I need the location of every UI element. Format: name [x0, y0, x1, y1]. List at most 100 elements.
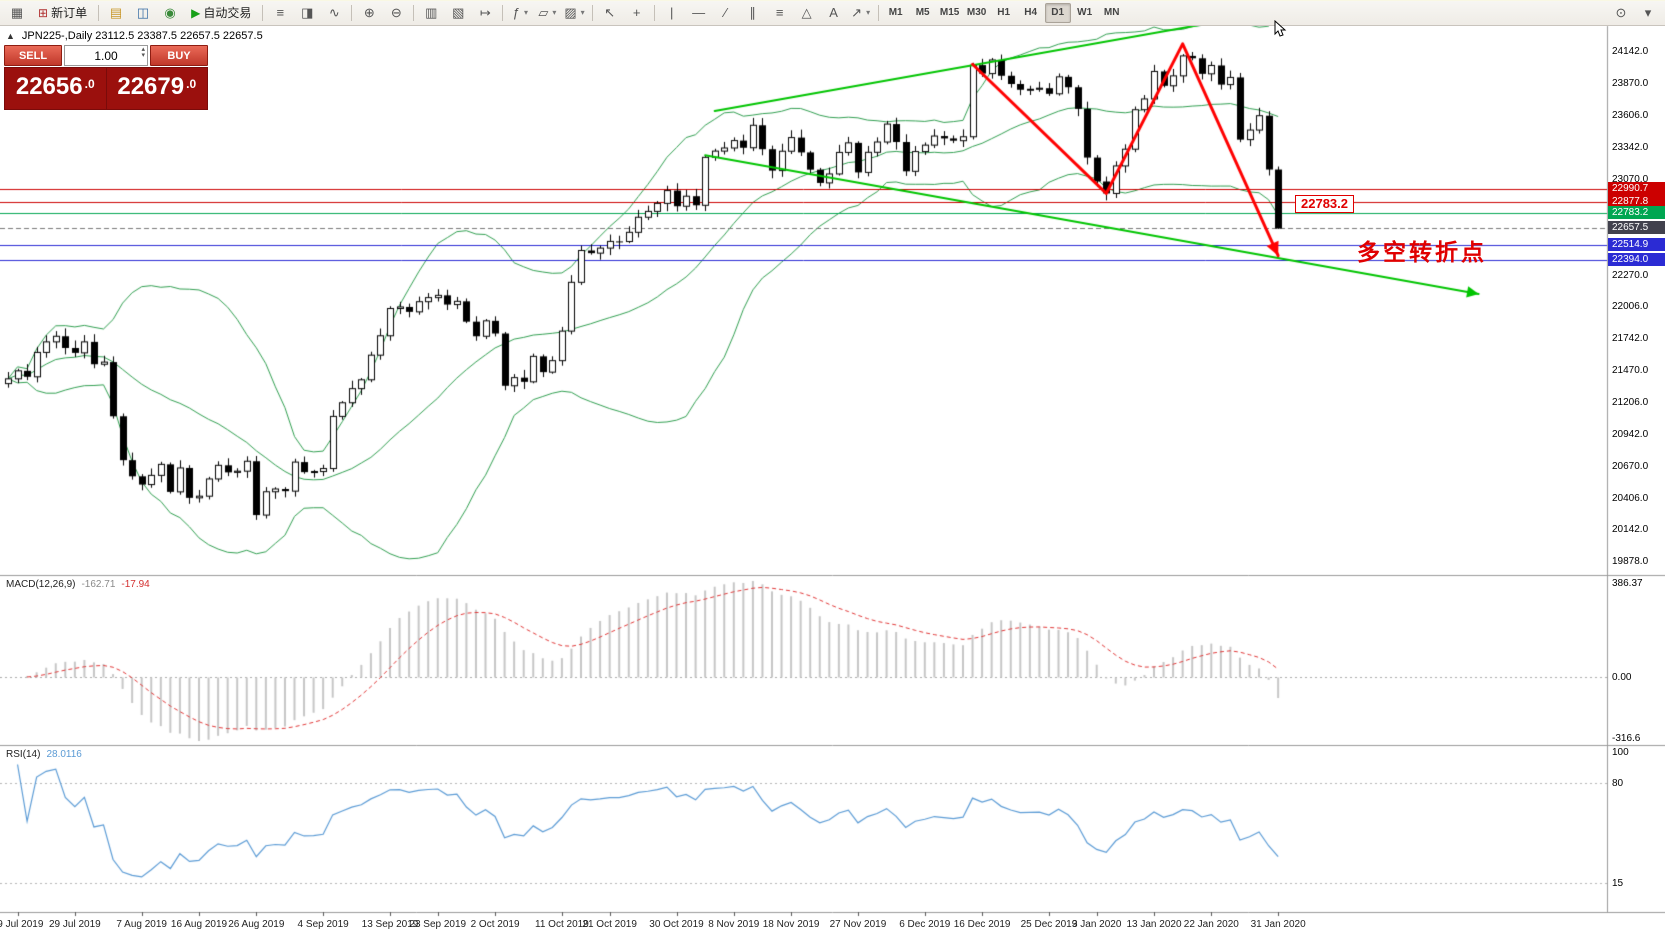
- trendline-icon: ∕: [724, 5, 727, 20]
- crosshair-icon: +: [632, 5, 641, 20]
- rsi-value: 28.0116: [46, 749, 82, 760]
- horizontal-line-icon[interactable]: —: [686, 2, 712, 24]
- price-axis-label: 20942.0: [1612, 428, 1649, 440]
- tile-windows-icon[interactable]: ▥: [418, 2, 444, 24]
- navigator-icon[interactable]: ◉: [157, 2, 183, 24]
- price-axis-label: 20142.0: [1612, 524, 1649, 536]
- rsi-axis-label: 100: [1612, 747, 1629, 758]
- dropdown-caret-icon: ▾: [866, 8, 871, 17]
- indicators-icon: ƒ: [512, 5, 520, 20]
- new-order-icon: ⊞: [38, 5, 49, 20]
- volume-field[interactable]: 1.00 ▴ ▾: [64, 45, 148, 66]
- crosshair-icon[interactable]: +: [624, 2, 650, 24]
- market-watch-icon: ▤: [109, 4, 123, 20]
- price-line-tag: 22877.8: [1608, 195, 1665, 209]
- data-window-icon[interactable]: ◫: [130, 2, 156, 24]
- date-label: 11 Oct 2019: [535, 919, 589, 930]
- new-order-button[interactable]: ⊞ 新订单: [31, 2, 94, 24]
- toolbar-separator: [877, 4, 879, 21]
- bar-chart-mode-icon[interactable]: ≡: [267, 2, 293, 24]
- price-axis-label: 21470.0: [1612, 365, 1649, 377]
- quick-search-icon[interactable]: ⊙: [1608, 2, 1634, 24]
- timeframe-button-D1[interactable]: D1: [1044, 2, 1071, 23]
- chart-window-icon[interactable]: ▦: [4, 2, 30, 24]
- toolbar-separator: [98, 4, 100, 21]
- tile-windows-icon: ▥: [425, 4, 438, 20]
- price-axis-label: 20670.0: [1612, 461, 1649, 473]
- vertical-line-icon[interactable]: |: [659, 2, 685, 24]
- text-label-icon[interactable]: A: [821, 2, 847, 24]
- one-click-panel-toggle-icon[interactable]: ▲: [6, 31, 15, 41]
- price-axis-label: 19878.0: [1612, 555, 1649, 567]
- date-label: 19 Jul 2019: [0, 919, 44, 930]
- indicators-icon[interactable]: ƒ ▾: [507, 2, 533, 24]
- timeframe-button-M15[interactable]: M15: [939, 7, 960, 18]
- chart-shift-icon[interactable]: ↦: [472, 2, 498, 24]
- arrange-windows-icon[interactable]: ▧: [445, 2, 471, 24]
- date-label: 22 Jan 2020: [1183, 919, 1239, 930]
- price-callout[interactable]: 22783.2: [1295, 195, 1354, 214]
- equidistant-channel-icon: ∥: [749, 4, 756, 20]
- toolbar-overflow-icon[interactable]: ▾: [1635, 2, 1661, 24]
- timeframe-button-H1[interactable]: H1: [997, 7, 1011, 18]
- date-label: 16 Dec 2019: [953, 919, 1011, 930]
- volume-down-icon[interactable]: ▾: [141, 52, 145, 59]
- zoom-out-icon[interactable]: ⊖: [383, 2, 409, 24]
- macd-signal-value: -17.94: [121, 579, 150, 590]
- text-label-icon: A: [829, 5, 838, 20]
- price-line-tag: 22783.2: [1608, 206, 1665, 220]
- trendline-icon[interactable]: ∕: [713, 2, 739, 24]
- timeframe-button-MN[interactable]: MN: [1103, 7, 1120, 18]
- toolbar-separator: [262, 4, 264, 21]
- chart-shift-icon: ↦: [479, 4, 491, 20]
- date-label: 27 Nov 2019: [829, 919, 887, 930]
- timeframe-button-M30[interactable]: M30: [966, 7, 987, 18]
- vertical-line-icon: |: [669, 5, 674, 20]
- volume-up-icon[interactable]: ▴: [141, 46, 145, 53]
- cursor-icon[interactable]: ↖: [597, 2, 623, 24]
- line-chart-mode-icon[interactable]: ∿: [321, 2, 347, 24]
- timeframe-button-M1[interactable]: M1: [888, 7, 903, 18]
- dropdown-caret-icon: ▾: [523, 8, 528, 17]
- volume-spinner[interactable]: ▴ ▾: [141, 46, 145, 59]
- cursor-icon: ↖: [604, 4, 616, 20]
- date-label: 16 Aug 2019: [170, 919, 228, 930]
- line-chart-mode-icon: ∿: [328, 4, 340, 20]
- autotrading-button[interactable]: ▶ 自动交易: [184, 2, 258, 24]
- fibonacci-retracement-icon[interactable]: ≡: [767, 2, 793, 24]
- autotrading-button-label: 自动交易: [203, 6, 252, 20]
- timeframe-button-M5[interactable]: M5: [915, 7, 930, 18]
- turning-point-annotation[interactable]: 多空转折点: [1357, 238, 1487, 265]
- equidistant-channel-icon[interactable]: ∥: [740, 2, 766, 24]
- sell-price[interactable]: 22656.0: [5, 68, 106, 109]
- date-label: 18 Nov 2019: [762, 919, 820, 930]
- buy-button[interactable]: BUY: [150, 45, 208, 66]
- periods-icon[interactable]: ▱ ▾: [534, 2, 560, 24]
- dropdown-caret-icon: ▾: [580, 8, 585, 17]
- shapes-icon[interactable]: △: [794, 2, 820, 24]
- macd-axis-label: 0.00: [1612, 672, 1632, 684]
- candlestick-mode-icon[interactable]: ◨: [294, 2, 320, 24]
- date-label: 13 Sep 2019: [361, 919, 419, 930]
- periods-icon: ▱: [538, 4, 549, 20]
- mouse-cursor: [1274, 20, 1287, 37]
- macd-name: MACD(12,26,9): [6, 579, 76, 590]
- arrow-marks-icon[interactable]: ↗ ▾: [848, 2, 874, 24]
- volume-value[interactable]: 1.00: [94, 48, 118, 63]
- date-label: 8 Nov 2019: [708, 919, 760, 930]
- buy-price[interactable]: 22679.0: [105, 68, 208, 109]
- templates-icon[interactable]: ▨ ▾: [561, 2, 587, 24]
- date-label: 2 Oct 2019: [470, 919, 520, 930]
- date-label: 30 Oct 2019: [649, 919, 704, 930]
- zoom-in-icon[interactable]: ⊕: [356, 2, 382, 24]
- market-watch-icon[interactable]: ▤: [103, 2, 129, 24]
- one-click-trade-panel: SELL 1.00 ▴ ▾ BUY 22656.0 22679.0: [4, 45, 208, 110]
- sell-button[interactable]: SELL: [4, 45, 62, 66]
- chart-title-bar: ▲ JPN225-,Daily 23112.5 23387.5 22657.5 2…: [6, 30, 263, 42]
- timeframe-button-H4[interactable]: H4: [1024, 7, 1038, 18]
- macd-axis-label: 386.37: [1612, 578, 1643, 589]
- dropdown-caret-icon: ▾: [552, 8, 557, 17]
- date-label: 31 Jan 2020: [1250, 919, 1306, 930]
- timeframe-button-W1[interactable]: W1: [1077, 7, 1093, 18]
